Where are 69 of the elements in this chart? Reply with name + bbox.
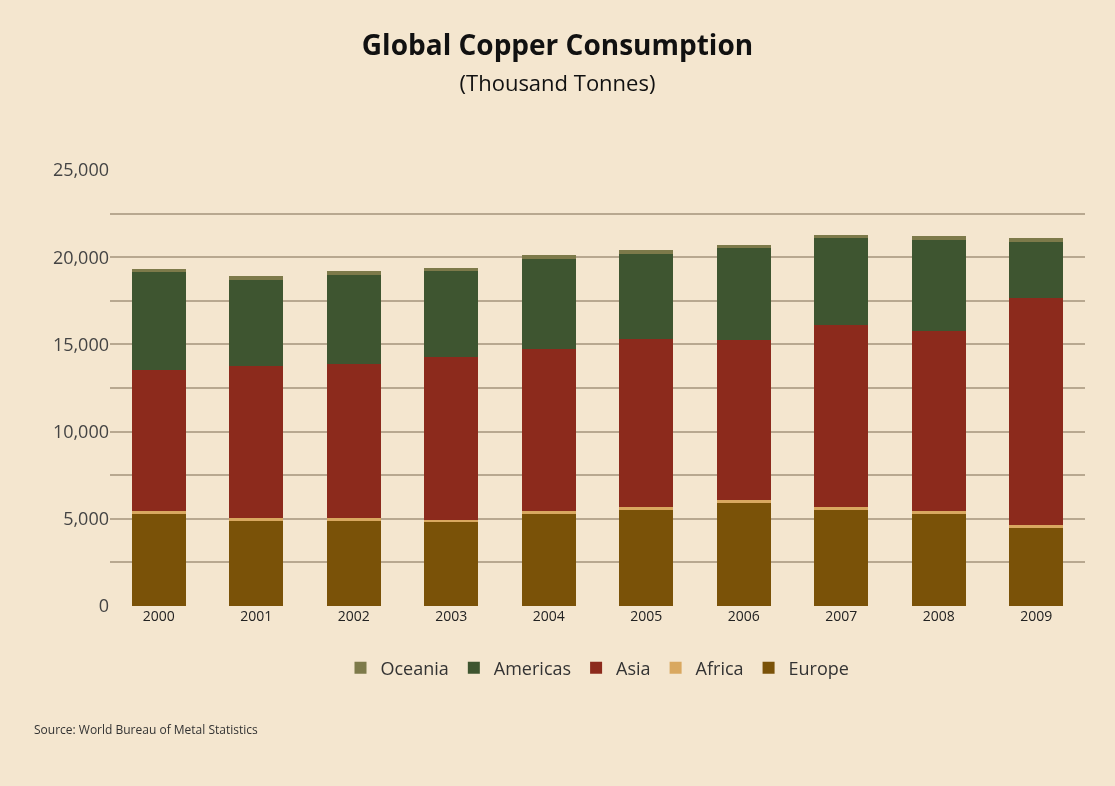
bar bbox=[911, 510, 966, 514]
bar bbox=[521, 348, 576, 511]
bar bbox=[521, 510, 576, 514]
legend-label: Europe bbox=[788, 655, 849, 680]
bar bbox=[716, 248, 771, 341]
bar bbox=[911, 331, 966, 511]
bar bbox=[1009, 524, 1064, 528]
bar bbox=[424, 271, 479, 358]
legend-label: Oceania bbox=[380, 655, 449, 680]
x-tick-label: 2003 bbox=[435, 606, 468, 625]
bar bbox=[521, 255, 576, 259]
bar bbox=[326, 274, 381, 365]
x-tick-label: 2004 bbox=[532, 606, 565, 625]
y-tick-label: 5,000 bbox=[63, 506, 109, 531]
bar bbox=[131, 510, 186, 514]
bar bbox=[1009, 298, 1064, 525]
bar bbox=[521, 258, 576, 349]
bar bbox=[1009, 527, 1064, 606]
x-tick-label: 2008 bbox=[922, 606, 955, 625]
bar bbox=[1009, 241, 1064, 299]
chart-title: Global Copper Consumption bbox=[361, 25, 754, 64]
y-tick-label: 10,000 bbox=[52, 418, 109, 443]
bar bbox=[326, 520, 381, 606]
bar bbox=[619, 253, 674, 340]
bar bbox=[716, 500, 771, 504]
bar bbox=[619, 250, 674, 254]
bar bbox=[131, 513, 186, 606]
bar bbox=[1009, 238, 1064, 242]
bar bbox=[814, 238, 869, 326]
chart-subtitle: (Thousand Tonnes) bbox=[459, 67, 656, 98]
bar bbox=[716, 503, 771, 606]
x-tick-label: 2002 bbox=[337, 606, 370, 625]
bar bbox=[716, 340, 771, 501]
x-tick-label: 2000 bbox=[142, 606, 175, 625]
legend-label: Americas bbox=[493, 655, 572, 680]
legend-label: Africa bbox=[695, 655, 744, 680]
bar bbox=[131, 369, 186, 511]
y-tick-label: 15,000 bbox=[52, 331, 109, 356]
bar bbox=[229, 276, 284, 280]
bar bbox=[326, 271, 381, 275]
x-tick-label: 2009 bbox=[1020, 606, 1053, 625]
bar bbox=[814, 507, 869, 511]
bar bbox=[619, 510, 674, 606]
x-tick-label: 2005 bbox=[630, 606, 663, 625]
legend-label: Asia bbox=[616, 655, 651, 680]
bar bbox=[814, 325, 869, 508]
source-note: Source: World Bureau of Metal Statistics bbox=[34, 721, 259, 738]
bar bbox=[131, 272, 186, 370]
bar bbox=[814, 510, 869, 606]
x-tick-label: 2001 bbox=[240, 606, 273, 625]
bar bbox=[619, 507, 674, 511]
bar bbox=[424, 357, 479, 520]
bar bbox=[326, 517, 381, 521]
y-tick-label: 0 bbox=[98, 593, 109, 618]
bar bbox=[424, 522, 479, 606]
bar bbox=[229, 279, 284, 367]
bar bbox=[521, 513, 576, 606]
y-tick-label: 25,000 bbox=[52, 157, 109, 182]
bar bbox=[619, 339, 674, 508]
bar bbox=[911, 236, 966, 240]
y-tick-label: 20,000 bbox=[52, 244, 109, 269]
bar bbox=[911, 513, 966, 606]
bar bbox=[326, 364, 381, 518]
x-tick-label: 2007 bbox=[825, 606, 858, 625]
x-tick-label: 2006 bbox=[727, 606, 760, 625]
bar bbox=[911, 239, 966, 332]
bar bbox=[229, 366, 284, 518]
bar bbox=[229, 520, 284, 606]
bar bbox=[229, 517, 284, 521]
